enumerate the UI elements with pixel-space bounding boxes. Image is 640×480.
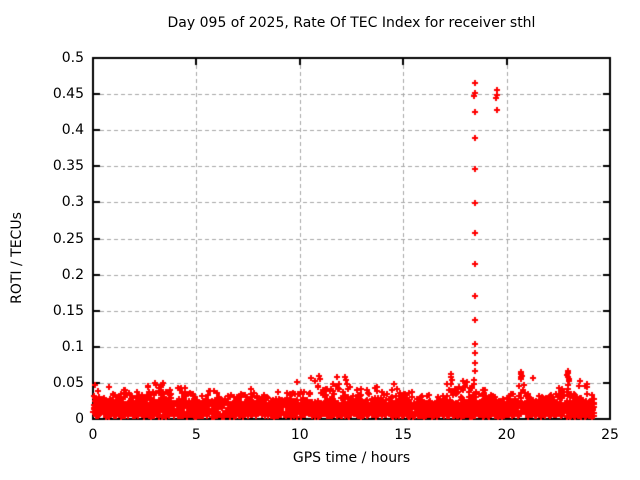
x-axis-label: GPS time / hours <box>292 450 411 466</box>
y-tick-label: 0 <box>75 411 84 427</box>
x-tick-label: 10 <box>290 427 309 443</box>
x-tick-label: 0 <box>88 427 98 443</box>
x-tick-label: 20 <box>497 427 516 443</box>
y-axis-label: ROTI / TECUs <box>9 212 25 304</box>
y-tick-label: 0.2 <box>61 266 84 283</box>
x-tick-label: 5 <box>191 427 201 443</box>
y-tick-label: 0.4 <box>61 122 84 139</box>
y-tick-label: 0.15 <box>52 302 84 319</box>
y-tick-label: 0.25 <box>52 230 84 247</box>
y-tick-label: 0.05 <box>52 374 84 391</box>
chart-title: Day 095 of 2025, Rate Of TEC Index for r… <box>167 15 536 31</box>
y-tick-label: 0.1 <box>61 338 84 355</box>
x-tick-label: 15 <box>394 427 413 443</box>
x-tick-label: 25 <box>601 427 619 443</box>
y-tick-label: 0.5 <box>61 50 84 66</box>
y-tick-label: 0.45 <box>52 86 84 103</box>
y-tick-label: 0.3 <box>61 194 84 211</box>
y-tick-label: 0.35 <box>52 158 84 175</box>
